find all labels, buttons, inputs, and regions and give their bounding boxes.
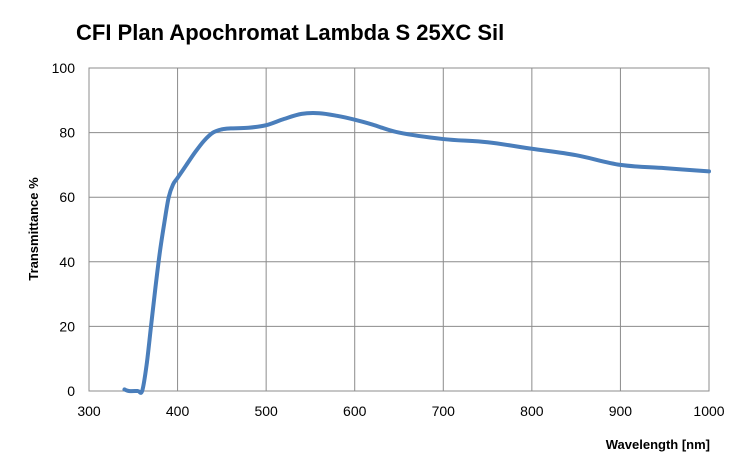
- y-axis-label: Transmittance %: [26, 177, 41, 281]
- y-tick-label: 40: [59, 254, 75, 270]
- x-tick-label: 300: [77, 403, 101, 419]
- y-tick-label: 0: [67, 383, 75, 399]
- x-tick-label: 700: [432, 403, 456, 419]
- x-tick-label: 600: [343, 403, 367, 419]
- x-axis-ticks: 300 400 500 600 700 800 900 1000: [77, 403, 724, 419]
- x-tick-label: 400: [166, 403, 190, 419]
- series-line: [122, 111, 711, 395]
- y-tick-label: 100: [52, 60, 76, 76]
- x-tick-label: 800: [520, 403, 544, 419]
- y-tick-label: 20: [59, 318, 75, 334]
- chart-title: CFI Plan Apochromat Lambda S 25XC Sil: [76, 20, 504, 45]
- x-tick-label: 1000: [693, 403, 724, 419]
- grid: [88, 67, 710, 392]
- x-axis-label: Wavelength [nm]: [606, 437, 710, 452]
- x-tick-label: 500: [254, 403, 278, 419]
- x-tick-label: 900: [609, 403, 633, 419]
- y-axis-ticks: 0 20 40 60 80 100: [52, 60, 76, 399]
- y-tick-label: 80: [59, 125, 75, 141]
- plot-area-frame: [88, 67, 710, 392]
- y-tick-label: 60: [59, 189, 75, 205]
